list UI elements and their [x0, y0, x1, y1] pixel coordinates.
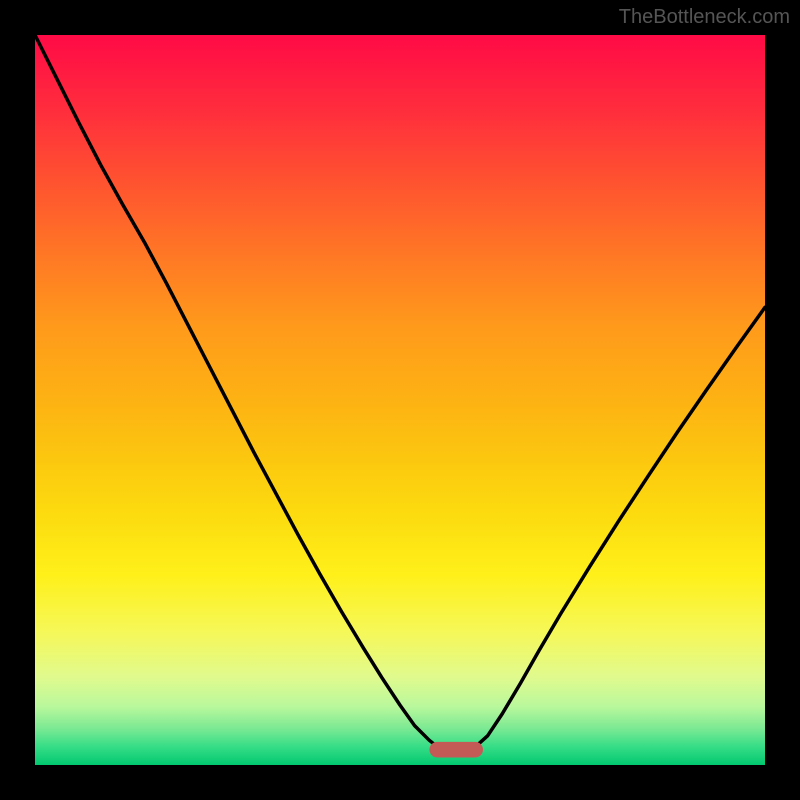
optimum-marker: [430, 742, 483, 757]
watermark-text: TheBottleneck.com: [619, 6, 790, 29]
plot-background: [35, 35, 765, 765]
bottleneck-chart: [0, 0, 800, 800]
chart-container: { "watermark": { "text": "TheBottleneck.…: [0, 0, 800, 800]
